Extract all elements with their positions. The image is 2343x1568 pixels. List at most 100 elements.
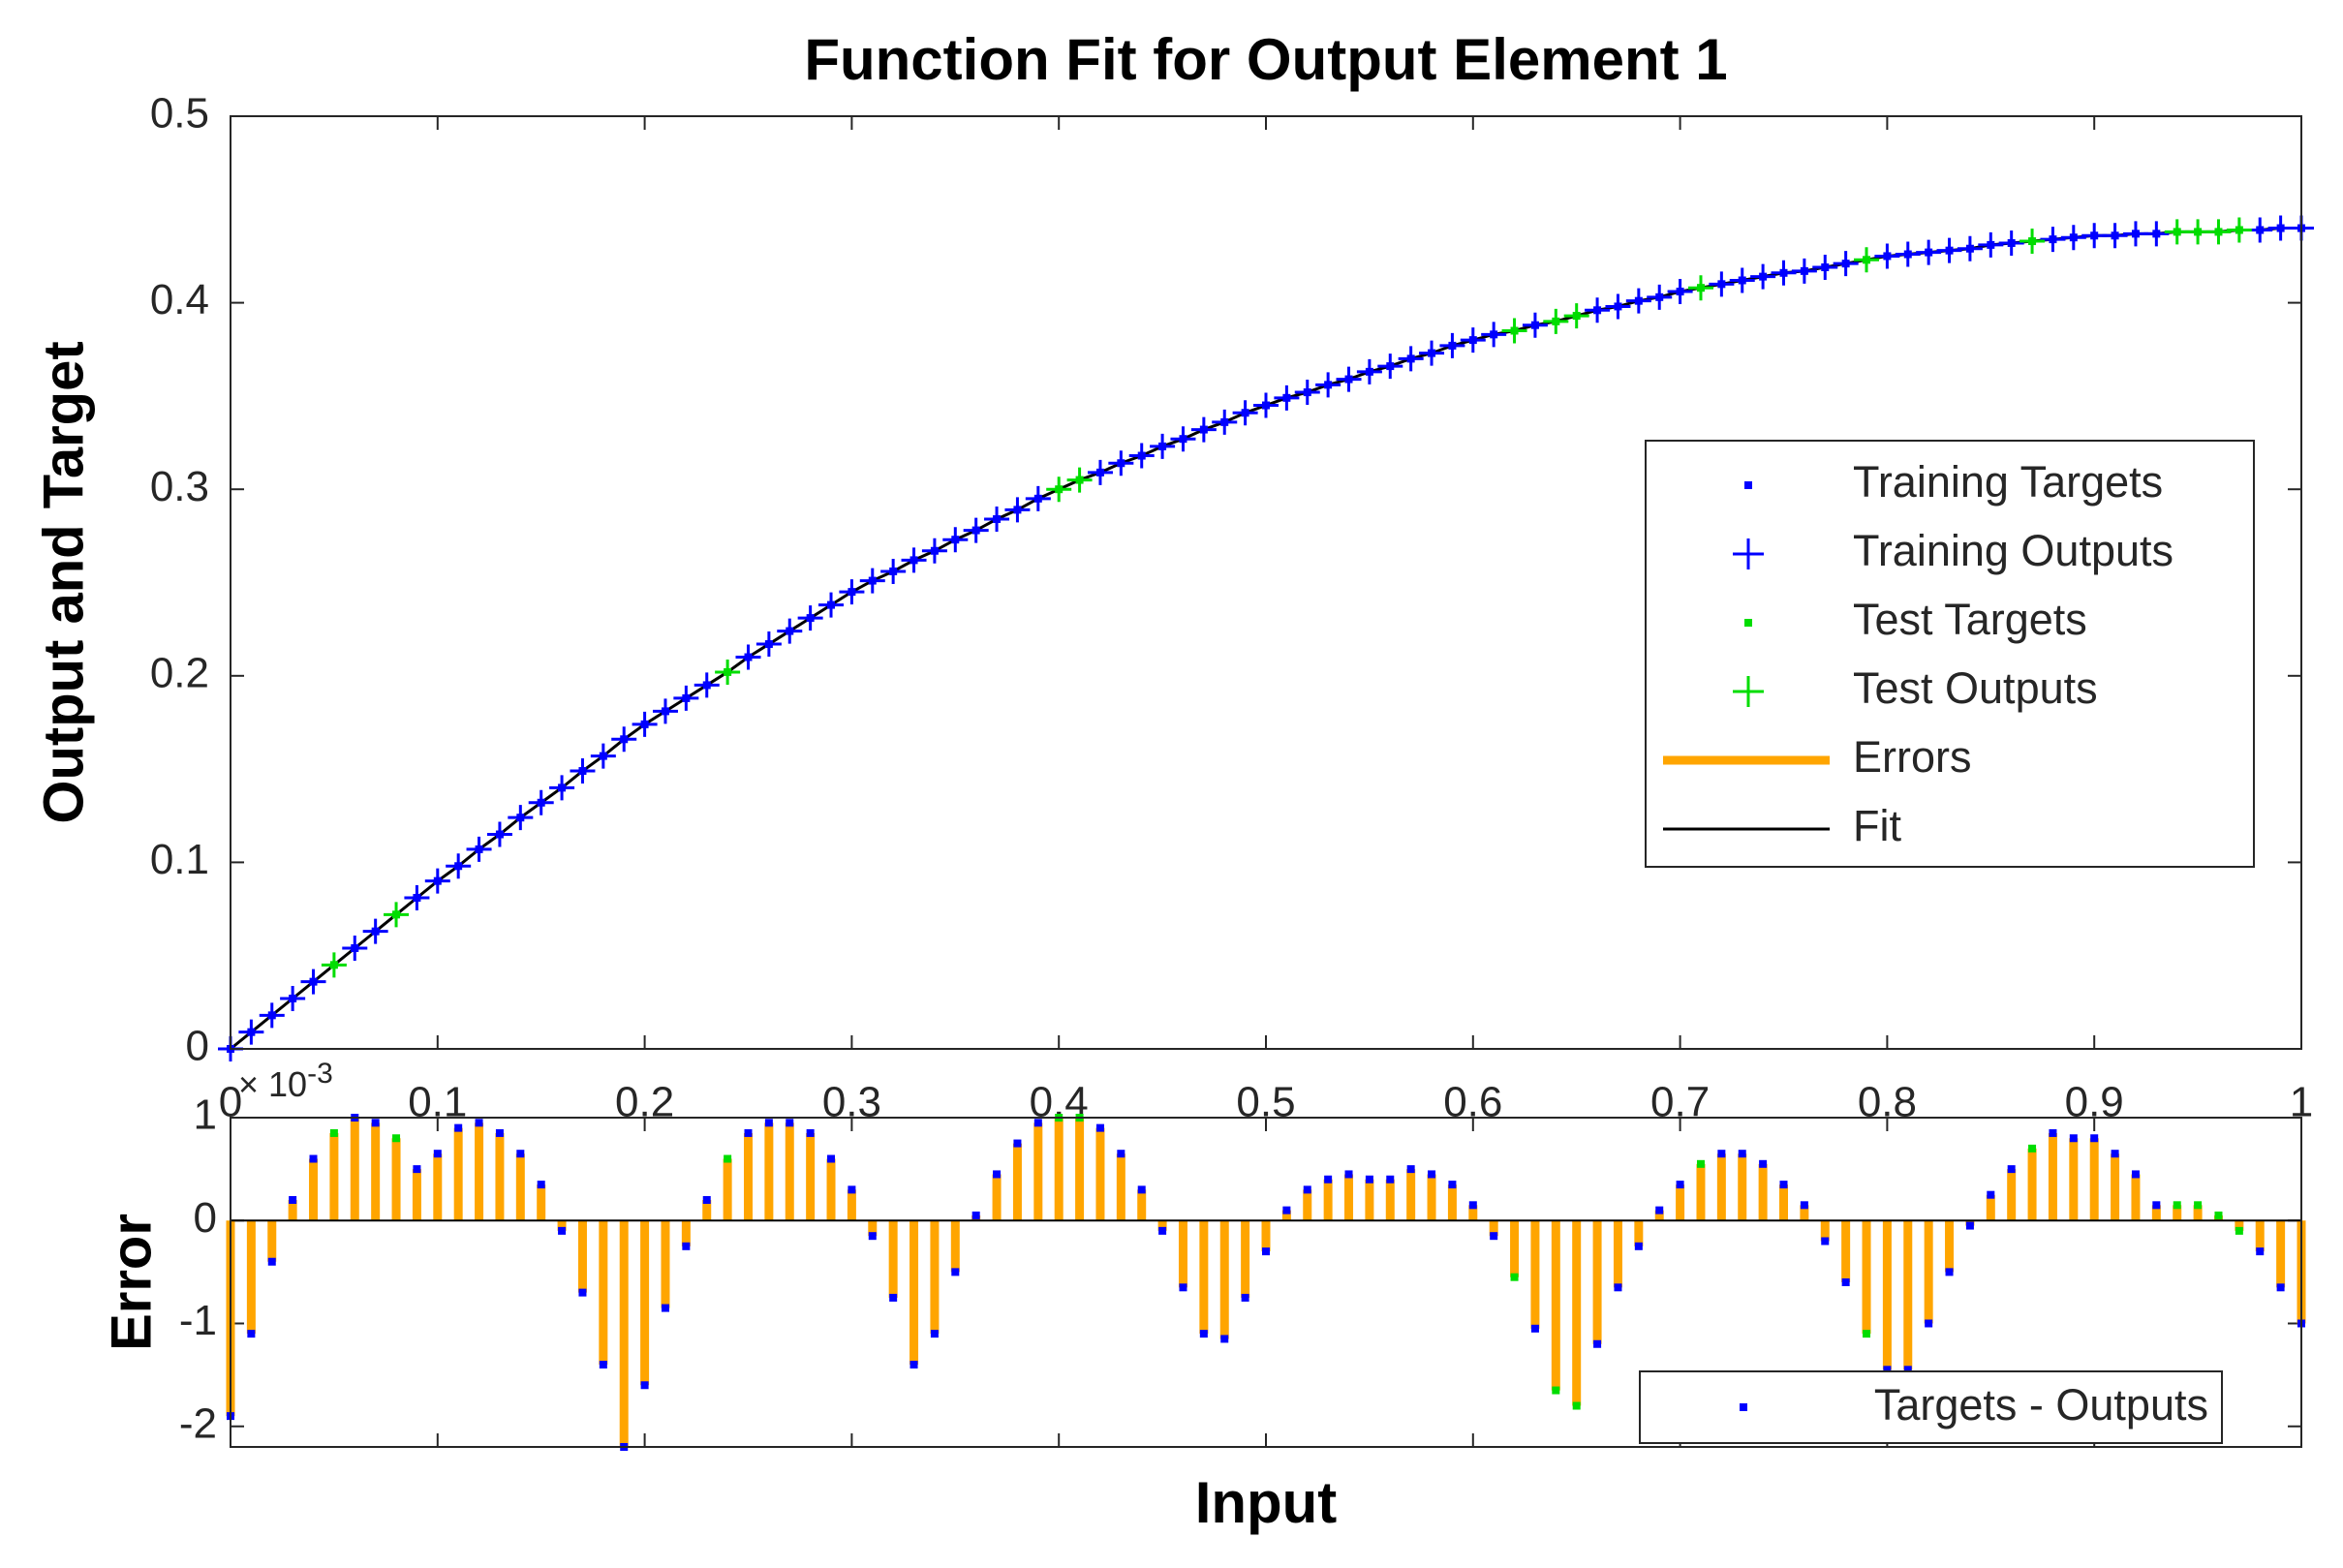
data-point (1117, 1150, 1125, 1158)
data-point (930, 1330, 939, 1338)
y-tick-label: -1 (179, 1297, 217, 1344)
output-marker (280, 986, 306, 1011)
output-marker (859, 568, 885, 594)
data-point (267, 1257, 276, 1266)
output-marker (1066, 467, 1093, 493)
output-marker (901, 547, 927, 573)
data-point (1552, 1386, 1560, 1395)
data-point (2028, 1144, 2037, 1153)
output-marker (238, 1019, 264, 1045)
legend-label: Targets - Outputs (1874, 1380, 2208, 1430)
data-point (661, 1304, 669, 1312)
output-marker (1315, 372, 1341, 398)
exponent-power: -3 (307, 1058, 333, 1090)
data-point (516, 1150, 525, 1158)
output-marker (2143, 221, 2170, 247)
data-point (2090, 1134, 2099, 1143)
output-marker (735, 644, 761, 670)
data-point (1490, 1232, 1498, 1241)
output-marker (652, 698, 678, 724)
data-point (1530, 1324, 1539, 1333)
data-point (1945, 1268, 1954, 1276)
data-point (475, 1119, 483, 1127)
output-marker (466, 836, 492, 862)
output-marker (818, 592, 845, 618)
output-marker (2102, 223, 2128, 249)
output-marker (1419, 340, 1445, 366)
data-point (1365, 1175, 1373, 1184)
data-point (2173, 1201, 2181, 1210)
output-marker (942, 527, 969, 553)
data-point (1863, 1330, 1871, 1338)
output-marker (632, 711, 658, 737)
output-marker (1750, 263, 1776, 290)
output-marker (1025, 485, 1051, 511)
output-marker (1605, 293, 1631, 320)
data-point (848, 1185, 856, 1194)
data-point (1386, 1175, 1395, 1184)
legend-marker (1733, 538, 1764, 569)
output-marker (1791, 258, 1817, 284)
legend-box (1645, 440, 2255, 868)
y-axis-label: Error (100, 1214, 163, 1351)
output-marker (1356, 358, 1382, 384)
output-marker (1460, 327, 1486, 354)
data-point (2256, 1247, 2265, 1256)
x-axis-label: Input (1195, 1470, 1338, 1535)
output-marker (1998, 230, 2024, 256)
data-point (640, 1381, 649, 1390)
data-point (1428, 1170, 1436, 1179)
output-marker (300, 968, 326, 995)
output-marker (1087, 459, 1113, 485)
output-marker (362, 918, 388, 944)
data-point (2131, 1170, 2140, 1179)
output-marker (404, 884, 430, 910)
output-marker (1667, 279, 1693, 305)
output-marker (1874, 243, 1900, 269)
data-point (2214, 1211, 2223, 1219)
data-point (827, 1154, 836, 1163)
data-point (951, 1268, 960, 1276)
output-marker (755, 631, 782, 658)
data-point (1821, 1237, 1830, 1245)
legend-label: Errors (1853, 732, 1972, 782)
output-marker (508, 805, 534, 831)
output-marker (1501, 318, 1527, 344)
data-point (909, 1361, 918, 1368)
legend-label: Fit (1853, 801, 1901, 850)
data-point (1241, 1293, 1249, 1302)
legend-label: Training Targets (1853, 457, 2163, 507)
data-point (1883, 1366, 1892, 1374)
output-marker (1916, 239, 1942, 265)
data-point (2235, 1226, 2243, 1235)
output-marker (1398, 346, 1424, 372)
legend-box (1639, 1370, 2223, 1444)
data-point (1925, 1319, 1933, 1328)
axes-box (230, 1117, 2302, 1448)
data-point (1779, 1181, 1788, 1189)
legend-label: Training Outputs (1853, 526, 2173, 575)
output-marker (1128, 443, 1155, 469)
data-point (1033, 1119, 1042, 1127)
output-marker (259, 1002, 285, 1029)
data-point (599, 1361, 607, 1368)
exponent-base: × 10 (238, 1064, 307, 1104)
data-point (289, 1196, 297, 1204)
output-marker (549, 775, 575, 801)
y-tick-label: 0.4 (150, 276, 209, 323)
data-point (558, 1226, 567, 1235)
data-point (309, 1154, 318, 1163)
data-point (868, 1232, 877, 1241)
output-marker (715, 659, 741, 685)
output-marker (777, 618, 803, 644)
legend: Training Targets Training Outputs Test Tar… (1645, 440, 2255, 868)
output-marker (486, 821, 512, 847)
data-point (1158, 1226, 1167, 1235)
legend-label: Test Targets (1853, 595, 2087, 644)
output-marker (1253, 392, 1279, 418)
y-tick-label: 0.2 (150, 649, 209, 696)
y-tick-label: 0.5 (150, 90, 209, 138)
output-marker (2205, 219, 2232, 245)
